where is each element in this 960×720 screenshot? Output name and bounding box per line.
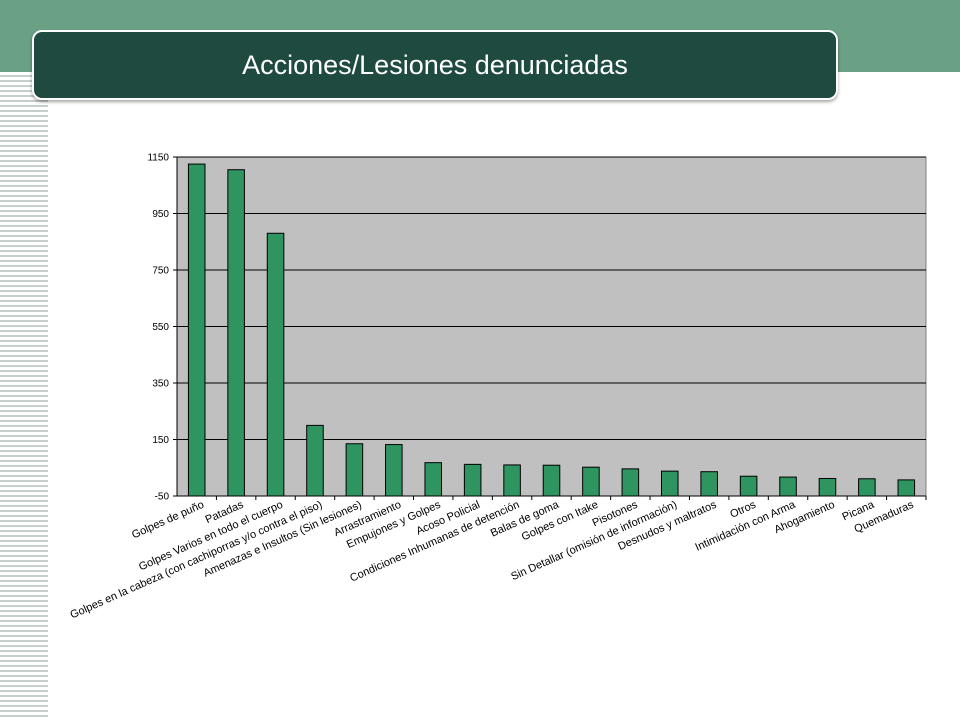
y-tick-label: 350 [152,379,169,390]
y-tick-label: 550 [152,322,169,333]
x-category-label: Golpes de puño [130,499,206,542]
y-tick-label: -50 [155,492,170,503]
x-category-label: Golpes en la cabeza (con cachiporras y/o… [69,499,325,622]
bar [503,464,521,497]
y-tick-label: 750 [152,266,169,277]
title-bar: Acciones/Lesiones denunciadas [32,30,838,100]
bar [227,169,245,497]
bar [424,462,443,497]
bar [700,471,718,497]
page-title: Acciones/Lesiones denunciadas [242,49,628,80]
bar [542,464,561,497]
bar [818,477,837,497]
bar [660,470,679,497]
left-stripe-decoration [0,72,48,720]
y-tick-label: 150 [152,435,169,446]
bar [739,475,758,497]
bar [779,476,797,497]
bar [897,479,916,497]
bar [306,424,324,497]
bar [266,232,285,497]
bar [345,443,364,497]
bar [385,444,403,497]
y-tick-label: 950 [152,209,169,220]
bar [463,463,482,497]
bar [582,466,600,497]
y-tick-label: 1150 [147,153,169,164]
bar [858,478,876,497]
bar [621,468,640,497]
bar [187,163,206,497]
